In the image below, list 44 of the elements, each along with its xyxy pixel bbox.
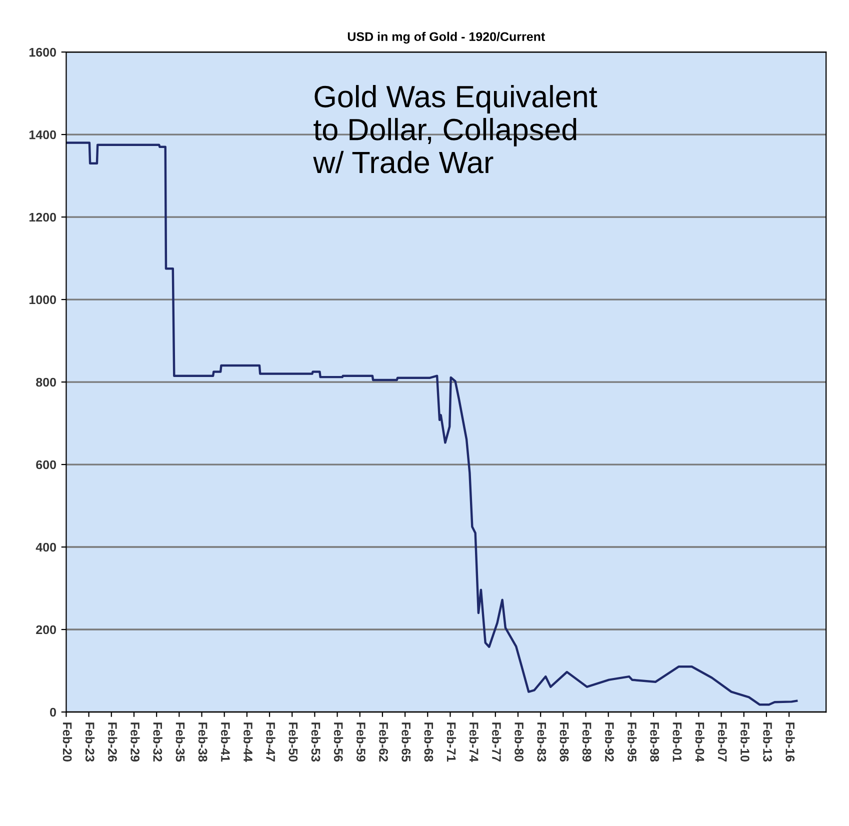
x-tick-label: Feb-80 — [514, 722, 524, 762]
x-tick-label: Feb-23 — [85, 722, 95, 762]
x-tick-label: Feb-86 — [560, 722, 569, 762]
x-tick-label: Feb-13 — [763, 722, 772, 762]
x-tick-label: Feb-26 — [108, 722, 118, 762]
x-tick-label: Feb-50 — [288, 722, 298, 762]
x-tick-label: Feb-07 — [718, 722, 728, 762]
y-tick-label: 1200 — [29, 212, 56, 222]
x-tick-label: Feb-38 — [198, 722, 208, 762]
x-tick-label: Feb-35 — [176, 722, 185, 762]
x-tick-label: Feb-89 — [582, 722, 592, 762]
x-tick-label: Feb-41 — [220, 722, 230, 762]
x-tick-label: Feb-77 — [492, 722, 502, 762]
x-tick-label: Feb-29 — [130, 722, 140, 762]
x-tick-label: Feb-53 — [311, 722, 321, 762]
x-tick-label: Feb-62 — [379, 722, 388, 762]
x-tick-label: Feb-68 — [424, 722, 434, 762]
x-tick-label: Feb-04 — [695, 722, 705, 762]
x-tick-label: Feb-65 — [402, 722, 411, 762]
y-tick-label: 1600 — [29, 48, 56, 57]
x-tick-label: Feb-71 — [446, 722, 456, 762]
x-tick-label: Feb-10 — [740, 722, 750, 762]
x-tick-label: Feb-59 — [356, 722, 366, 762]
y-tick-label: 800 — [36, 378, 56, 387]
x-tick-label: Feb-83 — [537, 722, 546, 762]
x-tick-label: Feb-56 — [334, 722, 344, 762]
x-tick-label: Feb-47 — [266, 722, 276, 762]
chart-title: USD in mg of Gold - 1920/Current — [348, 32, 545, 44]
x-tick-label: Feb-16 — [786, 722, 795, 762]
y-tick-label: 200 — [36, 625, 56, 634]
x-tick-label: Feb-44 — [244, 722, 253, 762]
y-tick-label: 1000 — [29, 295, 56, 304]
x-tick-label: Feb-20 — [62, 722, 72, 762]
x-tick-label: Feb-92 — [604, 722, 614, 762]
y-tick-label: 400 — [36, 542, 56, 552]
x-tick-label: Feb-32 — [153, 722, 162, 762]
x-tick-label: Feb-01 — [672, 722, 682, 762]
y-tick-label: 600 — [36, 460, 56, 470]
x-tick-label: Feb-95 — [628, 722, 637, 762]
annotation: Gold Was Equivalent to Dollar, Collapsed w/ Trade War — [313, 85, 598, 174]
y-tick-label: 1400 — [29, 130, 56, 140]
y-tick-label: 0 — [50, 708, 56, 717]
x-tick-label: Feb-98 — [650, 722, 660, 762]
x-tick-label: Feb-74 — [469, 722, 479, 762]
